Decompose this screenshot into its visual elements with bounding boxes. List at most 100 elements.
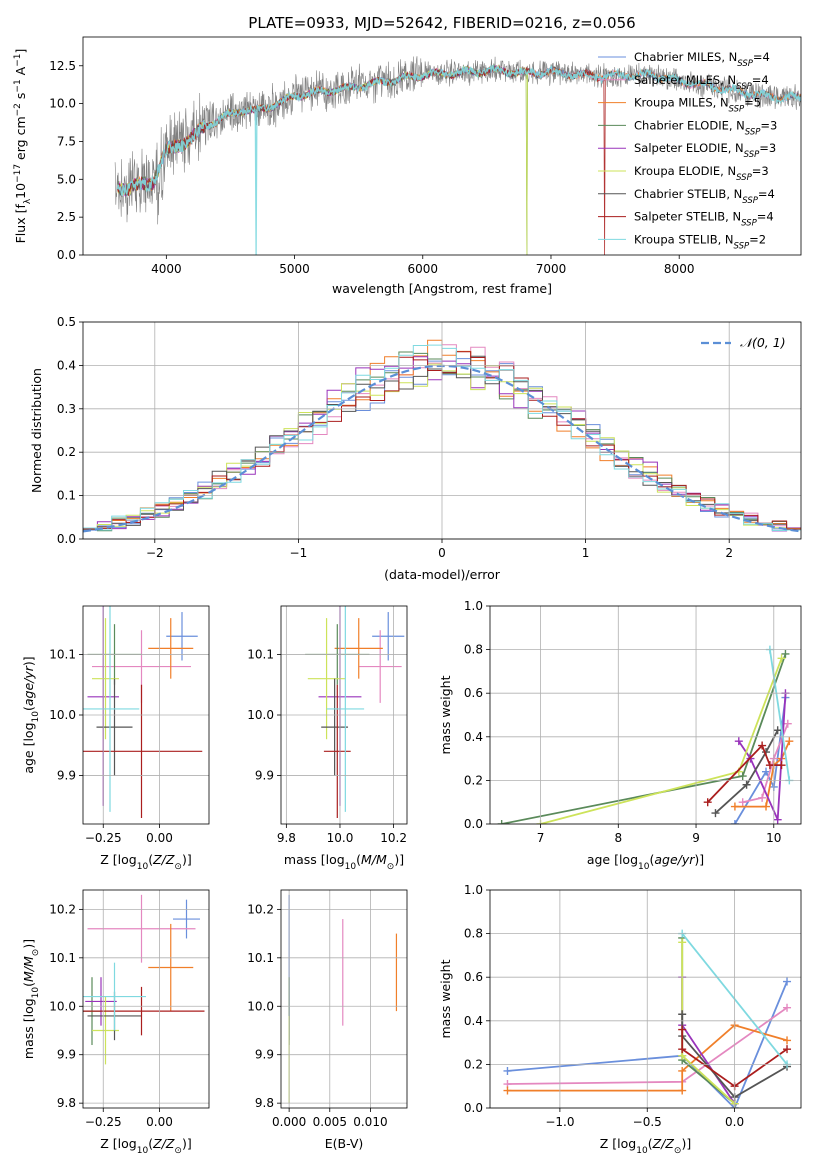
legend-sub: SSP — [745, 127, 761, 137]
y-tick-label: 0.0 — [464, 1101, 483, 1115]
label-part: 10 — [638, 862, 650, 872]
legend-sub: SSP — [741, 219, 757, 229]
legend-text: Kroupa MILES, N — [634, 96, 729, 110]
x-tick-label: 9 — [692, 831, 700, 845]
chart-age_vs_Z: −0.25 0.00 9.9 10.0 10.1 Z [log10(Z/Z⊙)] age [… — [21, 605, 210, 872]
legend-entry-chabrier-stelib: Chabrier STELIB, NSSP=4 — [634, 187, 775, 206]
x-tick-label: 7000 — [536, 262, 567, 276]
x-tick-label: 0.000 — [272, 1115, 306, 1129]
y-tick-label: 10.1 — [49, 647, 76, 661]
label-part: ( — [148, 1136, 153, 1151]
y-tick-label: 10.0 — [49, 708, 76, 722]
x-tick-label: 10.2 — [380, 831, 407, 845]
legend-value: =4 — [757, 210, 774, 224]
label-part: ( — [649, 852, 654, 867]
legend-sub: SSP — [729, 105, 745, 115]
chart-mass_vs_ebv: 0.000 0.005 0.010 9.8 9.9 10.0 10.1 10.2 E(B-V) — [247, 889, 408, 1151]
y-tick-label: 10.2 — [49, 902, 76, 916]
legend: 𝒩(0, 1) — [701, 335, 786, 350]
legend-value: =3 — [752, 164, 769, 178]
label-part: )] — [681, 1136, 691, 1151]
x-tick-label: −0.25 — [85, 831, 122, 845]
y-tick-label: 9.9 — [57, 1048, 76, 1062]
legend-sub: SSP — [744, 150, 760, 160]
y-axis-label: Normed distribution — [29, 368, 44, 493]
x-axis-label: Z [log10(Z/Z⊙)] — [100, 852, 191, 872]
label-part: Z [log — [100, 852, 136, 867]
legend-value: =4 — [753, 50, 770, 64]
errorbar-chabrier-miles — [166, 612, 198, 661]
y-tick-label: 0.2 — [57, 445, 76, 459]
errorbar-kroupa-miles — [334, 618, 383, 679]
label-part: ( — [648, 1136, 653, 1151]
y-tick-label: 12.5 — [49, 59, 76, 73]
x-axis-label: mass [log10(M/M⊙)] — [284, 852, 404, 872]
errorbar-kroupa-stelib — [83, 962, 146, 1031]
weight-marker-salpeter-stelib — [765, 761, 774, 770]
legend-entry-kroupa-miles: Kroupa MILES, NSSP=5 — [634, 96, 761, 115]
weight-marker-salpeter-stelib — [678, 1025, 687, 1034]
legend-sub: SSP — [736, 173, 752, 183]
figure-title: PLATE=0933, MJD=52642, FIBERID=0216, z=0… — [248, 14, 635, 32]
spectrum-model-chabrier-stelib — [117, 65, 801, 196]
label-part: )] — [21, 656, 36, 666]
legend-text: Salpeter MILES, N — [634, 73, 736, 87]
label-part: M/M — [21, 956, 36, 982]
y-tick-label: 0.5 — [57, 315, 76, 329]
x-axis-label: age [log10(age/yr)] — [587, 852, 704, 872]
y-tick-label: 9.9 — [255, 1048, 274, 1062]
label-part: s — [13, 93, 28, 104]
x-axis-label: E(B-V) — [325, 1136, 364, 1151]
label-part: mass [log — [21, 998, 36, 1059]
x-tick-label: 1 — [582, 546, 590, 560]
label-part: erg cm — [13, 116, 28, 164]
y-tick-label: 9.8 — [57, 1096, 76, 1110]
label-part: 10 — [137, 1146, 149, 1156]
x-tick-label: −0.25 — [85, 1115, 122, 1129]
axes-frame — [489, 889, 802, 1109]
weight-line-salpeter-miles — [742, 723, 789, 804]
y-tick-label: 0.0 — [57, 532, 76, 546]
y-axis-label: Flux [fλ10−17 erg cm−2 s−1 A−1] — [13, 49, 33, 244]
x-tick-label: 0.00 — [146, 831, 173, 845]
x-tick-label: 8000 — [664, 262, 695, 276]
label-part: Z [log — [100, 1136, 136, 1151]
label-part: ( — [148, 852, 153, 867]
y-tick-label: 0.2 — [464, 773, 483, 787]
errorbar-chabrier-miles — [173, 899, 200, 939]
chart-spectrum: 4000 5000 6000 7000 8000 0.0 2.5 5.0 7.5 10.0 12.5… — [13, 36, 802, 296]
label-part: λ — [23, 198, 33, 204]
label-part: ⊙ — [174, 1146, 182, 1156]
weight-marker-kroupa-miles — [678, 1086, 687, 1095]
y-tick-label: 10.0 — [49, 97, 76, 111]
x-tick-label: 9.8 — [277, 831, 296, 845]
label-part: ( — [21, 982, 36, 987]
legend-value: =3 — [759, 141, 776, 155]
x-tick-label: −2 — [146, 546, 164, 560]
weight-marker-chabrier-miles — [730, 820, 739, 824]
weight-marker-kroupa-elodie — [678, 938, 687, 947]
y-tick-label: 0.6 — [464, 970, 483, 984]
label-part: age/yr — [654, 852, 695, 867]
legend-entry-salpeter-miles: Salpeter MILES, NSSP=4 — [634, 73, 769, 92]
weight-marker-salpeter-miles — [738, 798, 747, 807]
label-part: 10 — [345, 862, 357, 872]
x-tick-label: 10 — [766, 831, 781, 845]
label-part: age/yr — [21, 665, 36, 706]
x-axis-label: Z [log10(Z/Z⊙)] — [600, 1136, 691, 1156]
y-axis-label: mass weight — [438, 959, 453, 1038]
axes-frame — [82, 889, 210, 1109]
x-tick-label: −1.0 — [545, 1115, 574, 1129]
weight-marker-chabrier-stelib — [742, 780, 751, 789]
y-tick-label: 9.9 — [57, 769, 76, 783]
y-tick-label: 1.0 — [464, 599, 483, 613]
y-tick-label: 0.8 — [464, 927, 483, 941]
label-part: −1 — [13, 54, 23, 67]
x-tick-label: 2 — [725, 546, 733, 560]
weight-line-kroupa-stelib — [769, 649, 791, 781]
y-axis-label: age [log10(age/yr)] — [21, 656, 41, 773]
weight-marker-chabrier-miles — [783, 977, 792, 986]
y-tick-label: 10.0 — [49, 999, 76, 1013]
